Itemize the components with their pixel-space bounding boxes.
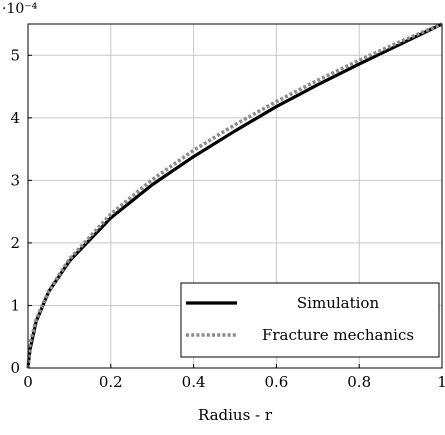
x-tick-label: 0.2: [99, 373, 123, 391]
y-tick-label: 3: [10, 171, 20, 189]
x-tick-label: 0: [23, 373, 33, 391]
plot-frame: [27, 23, 443, 369]
y-tick-label: 2: [10, 234, 20, 252]
legend-label-simulation: Simulation: [297, 294, 380, 312]
x-tick-label: 1: [437, 373, 445, 391]
y-tick-label: 4: [10, 109, 20, 127]
x-tick-label: 0.6: [264, 373, 288, 391]
x-axis-label: Radius - r: [198, 406, 273, 424]
y-tick-label: 5: [10, 46, 20, 64]
tick-labels: 0 0.2 0.4 0.6 0.8 1 0 1 2 3 4 5: [10, 46, 445, 391]
y-tick-label: 0: [10, 359, 20, 377]
legend-label-fracture-mechanics: Fracture mechanics: [262, 326, 414, 344]
y-scale-label: ·10⁻⁴: [2, 1, 38, 17]
y-tick-label: 1: [10, 296, 20, 314]
series-lines: [26, 22, 443, 369]
legend-box: [180, 282, 440, 358]
x-tick-label: 0.4: [182, 373, 206, 391]
x-tick-label: 0.8: [347, 373, 371, 391]
series-line-fracture-mechanics: [26, 22, 443, 369]
legend: Simulation Fracture mechanics: [180, 282, 440, 358]
